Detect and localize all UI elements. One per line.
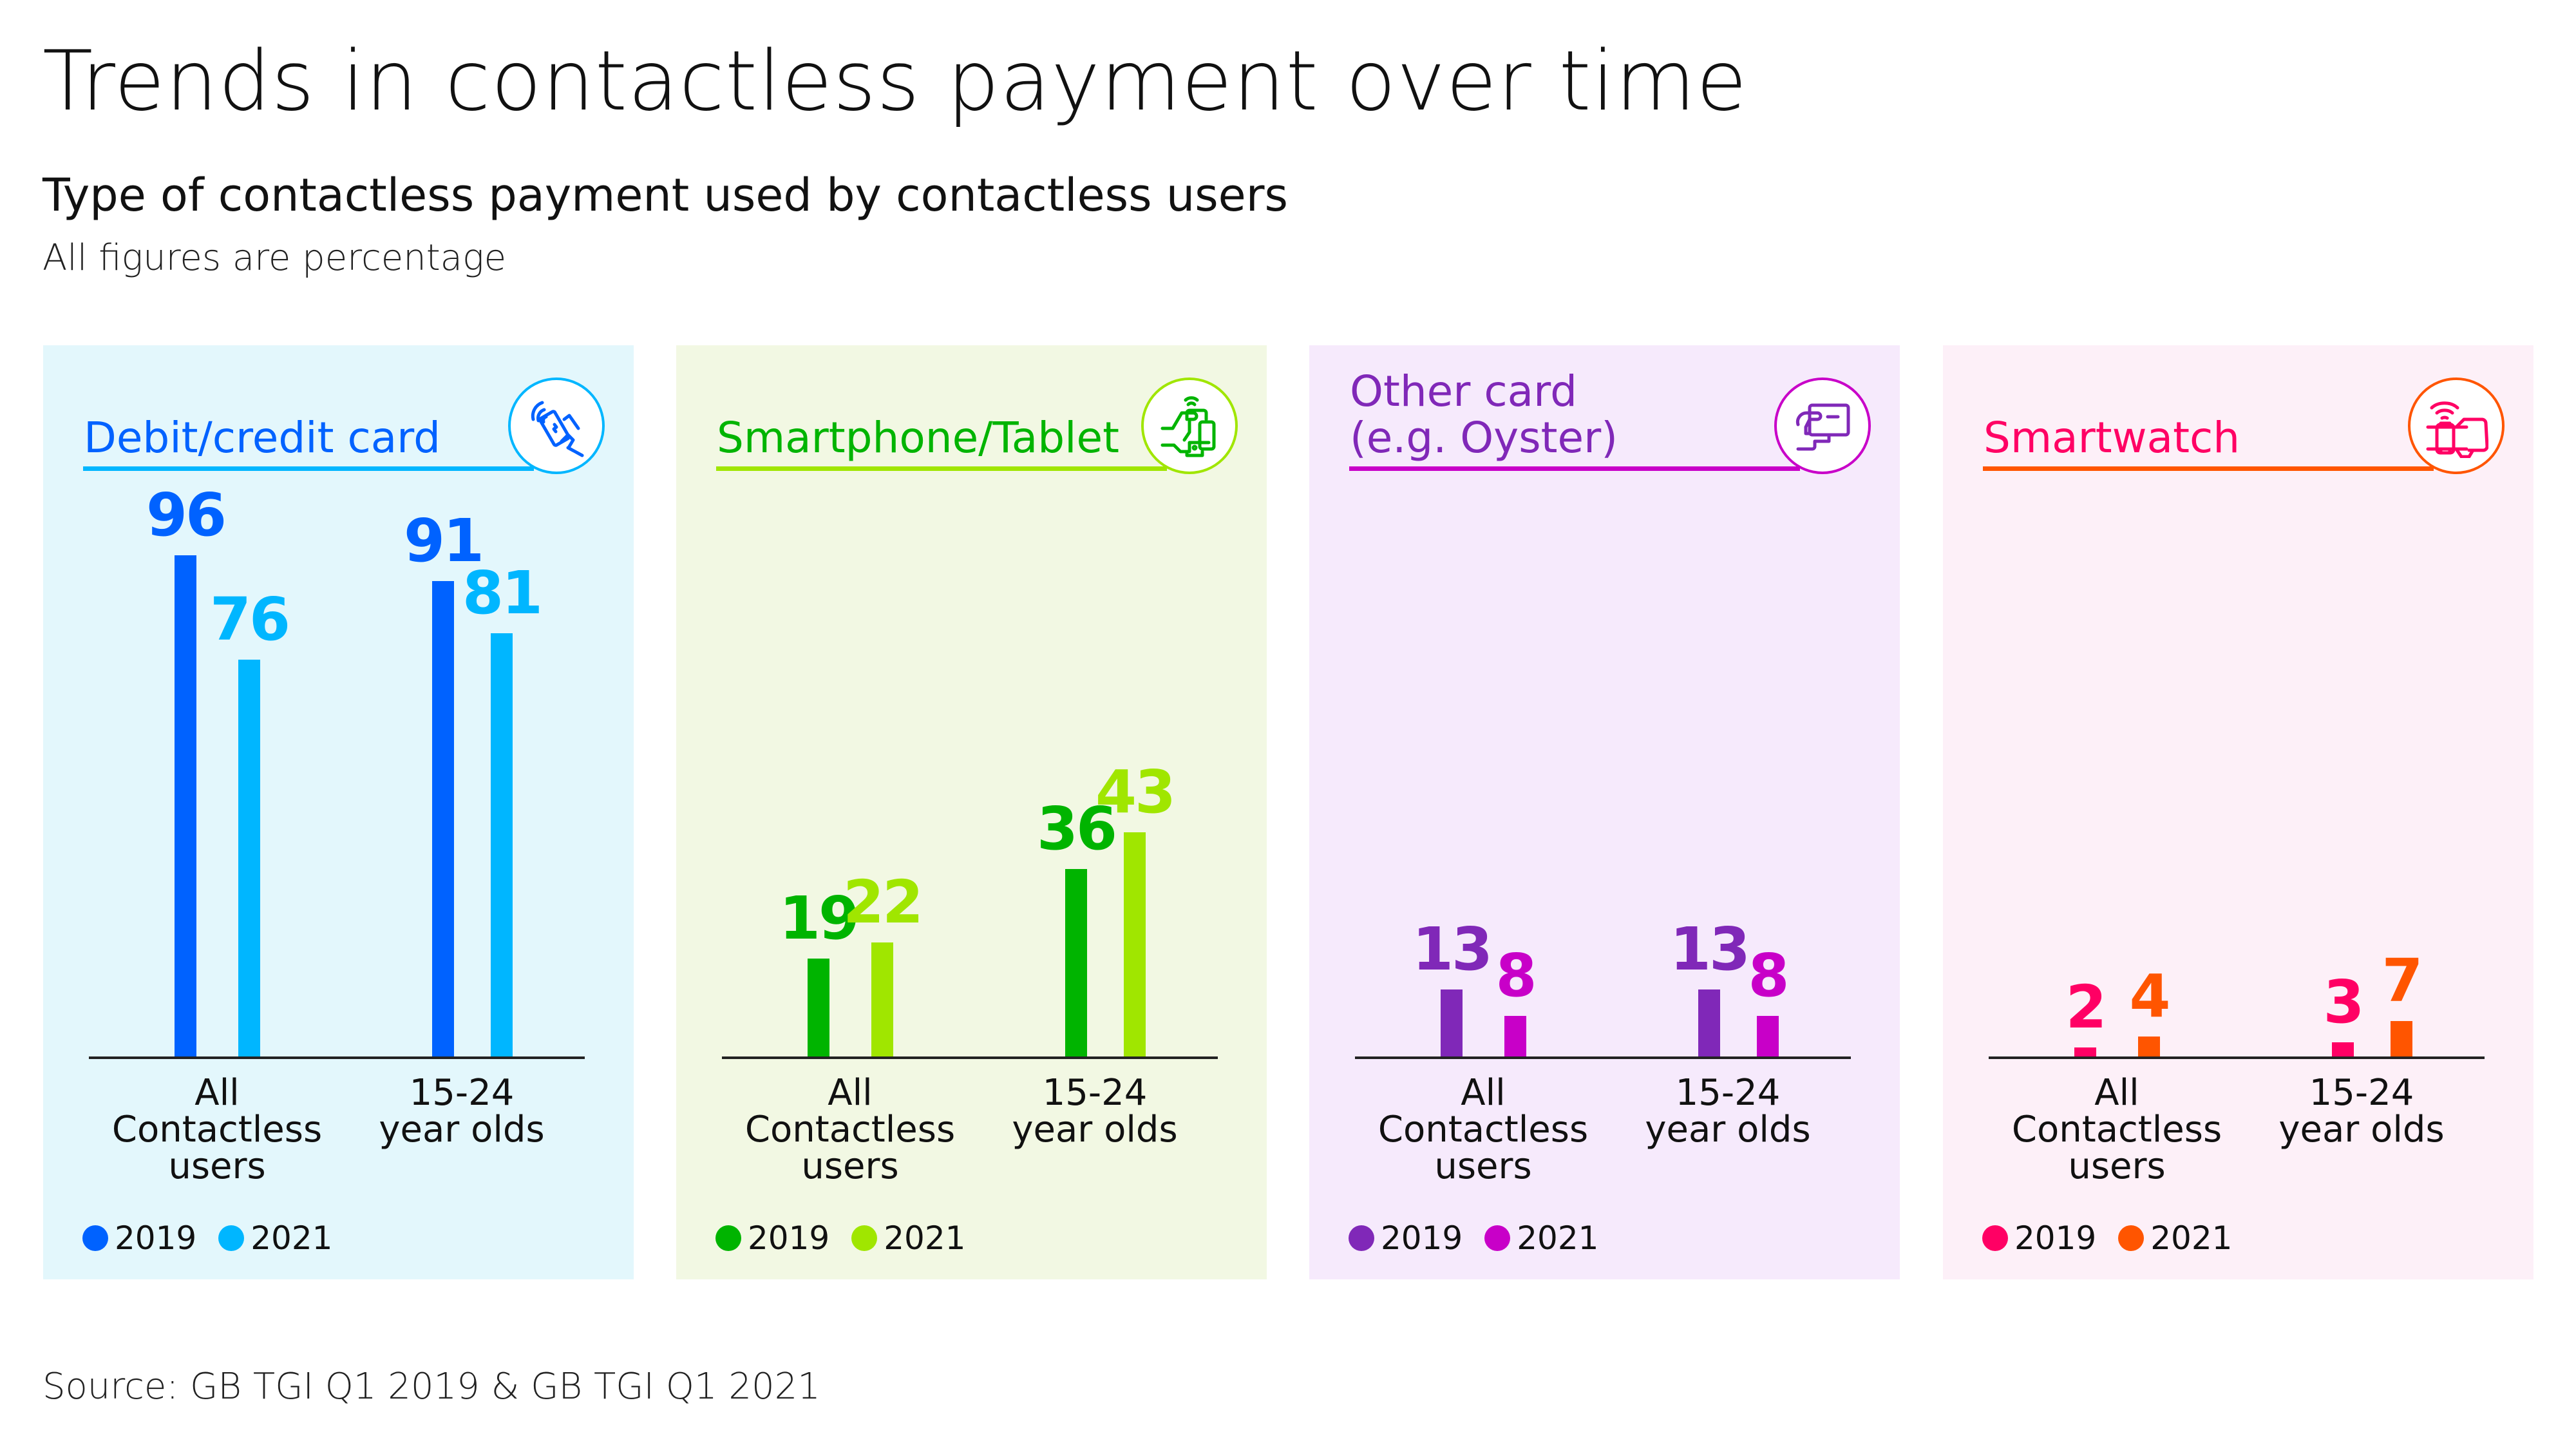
- value-label-young-2021: 81: [462, 559, 543, 628]
- legend: 2019 2021: [82, 1219, 355, 1257]
- bar-young-2021: [1757, 1015, 1779, 1058]
- bar-all-2021: [1504, 1015, 1526, 1058]
- value-label-all-2021: 4: [2129, 962, 2170, 1031]
- bar-all-2021: [238, 660, 260, 1058]
- x-axis-line: [722, 1056, 1218, 1059]
- legend-item-2019: 2019: [1349, 1219, 1463, 1257]
- page-title: Trends in contactless payment over time: [43, 33, 1748, 129]
- legend-label: 2021: [2150, 1219, 2233, 1257]
- legend-label: 2021: [1517, 1219, 1599, 1257]
- chart-panel-4: Smartwatch 2 4 3 7 All Contactless users…: [1943, 345, 2533, 1279]
- category-label-young: 15-24 year olds: [2278, 1072, 2445, 1151]
- x-axis-line: [1355, 1056, 1851, 1059]
- bar-young-2019: [432, 581, 454, 1058]
- category-label-all: All Contactless users: [744, 1072, 956, 1187]
- bar-young-2019: [1065, 869, 1087, 1058]
- legend-item-2019: 2019: [82, 1219, 196, 1257]
- value-label-all-2019: 2: [2065, 972, 2107, 1042]
- legend-label: 2021: [251, 1219, 333, 1257]
- legend: 2019 2021: [715, 1219, 988, 1257]
- bar-young-2021: [1124, 832, 1146, 1058]
- value-label-young-2021: 7: [2382, 946, 2423, 1016]
- panel-title: Debit/credit card: [84, 413, 441, 463]
- legend-item-2021: 2021: [2118, 1219, 2233, 1257]
- chart-panel-3: Other card (e.g. Oyster) 13 8 13 8 All C…: [1309, 345, 1900, 1279]
- value-label-young-2019: 91: [403, 506, 484, 576]
- value-label-all-2019: 19: [779, 883, 860, 953]
- chart-panel-1: Debit/credit card 96 76 91 81 All Contac…: [43, 345, 634, 1279]
- category-label-all: All Contactless users: [111, 1072, 323, 1187]
- legend-item-2021: 2021: [1484, 1219, 1599, 1257]
- smartphone-tablet-icon: [1141, 377, 1238, 474]
- bar-young-2021: [2391, 1021, 2412, 1058]
- value-label-young-2019: 3: [2323, 967, 2364, 1037]
- category-label-all: All Contactless users: [1378, 1072, 1589, 1187]
- legend-label: 2021: [884, 1219, 966, 1257]
- legend: 2019 2021: [1982, 1219, 2255, 1257]
- value-label-all-2019: 96: [146, 480, 227, 549]
- legend-dot-icon: [715, 1225, 741, 1251]
- legend: 2019 2021: [1349, 1219, 1621, 1257]
- units-note: All figures are percentage: [43, 237, 507, 279]
- title-underline: [1983, 466, 2434, 471]
- panel-title: Smartwatch: [1984, 413, 2240, 463]
- chart-subtitle: Type of contactless payment used by cont…: [43, 169, 1288, 222]
- legend-dot-icon: [218, 1225, 245, 1251]
- legend-label: 2019: [115, 1219, 197, 1257]
- value-label-young-2019: 13: [1669, 915, 1750, 984]
- legend-item-2019: 2019: [715, 1219, 829, 1257]
- legend-dot-icon: [82, 1225, 108, 1251]
- category-label-all: All Contactless users: [2011, 1072, 2222, 1187]
- bar-all-2019: [808, 958, 829, 1058]
- value-label-all-2021: 22: [842, 868, 923, 937]
- value-label-young-2019: 36: [1036, 794, 1117, 864]
- panel-title: Smartphone/Tablet: [717, 413, 1119, 463]
- other-card-icon: [1774, 377, 1871, 474]
- category-label-young: 15-24 year olds: [379, 1072, 545, 1151]
- value-label-all-2019: 13: [1412, 915, 1493, 984]
- title-underline: [83, 466, 534, 471]
- value-label-all-2021: 8: [1495, 941, 1537, 1010]
- legend-item-2021: 2021: [851, 1219, 966, 1257]
- source-note: Source: GB TGI Q1 2019 & GB TGI Q1 2021: [43, 1366, 820, 1408]
- title-underline: [716, 466, 1167, 471]
- contactless-card-icon: [508, 377, 605, 474]
- legend-label: 2019: [2014, 1219, 2097, 1257]
- value-label-young-2021: 43: [1095, 758, 1176, 827]
- x-axis-line: [89, 1056, 585, 1059]
- bar-all-2021: [871, 942, 893, 1058]
- legend-dot-icon: [1349, 1225, 1374, 1251]
- panel-title: Other card (e.g. Oyster): [1350, 367, 1618, 463]
- bar-all-2019: [175, 555, 196, 1058]
- category-label-young: 15-24 year olds: [1012, 1072, 1178, 1151]
- smartwatch-icon: [2408, 377, 2505, 474]
- bar-young-2019: [1698, 989, 1720, 1058]
- bar-all-2019: [2074, 1047, 2096, 1058]
- legend-label: 2019: [1381, 1219, 1463, 1257]
- legend-dot-icon: [2118, 1225, 2145, 1251]
- value-label-young-2021: 8: [1748, 941, 1789, 1010]
- legend-item-2021: 2021: [218, 1219, 333, 1257]
- bar-all-2021: [2138, 1037, 2160, 1058]
- value-label-all-2021: 76: [209, 585, 290, 655]
- legend-item-2019: 2019: [1982, 1219, 2096, 1257]
- chart-panel-2: Smartphone/Tablet 19 22 36 43 All Contac…: [676, 345, 1267, 1279]
- x-axis-line: [1989, 1056, 2485, 1059]
- legend-dot-icon: [1982, 1225, 2008, 1251]
- title-underline: [1349, 466, 1800, 471]
- legend-dot-icon: [1484, 1225, 1511, 1251]
- bar-all-2019: [1441, 989, 1463, 1058]
- bar-young-2019: [2332, 1042, 2354, 1058]
- legend-dot-icon: [851, 1225, 878, 1251]
- bar-young-2021: [491, 633, 513, 1058]
- category-label-young: 15-24 year olds: [1645, 1072, 1811, 1151]
- legend-label: 2019: [748, 1219, 830, 1257]
